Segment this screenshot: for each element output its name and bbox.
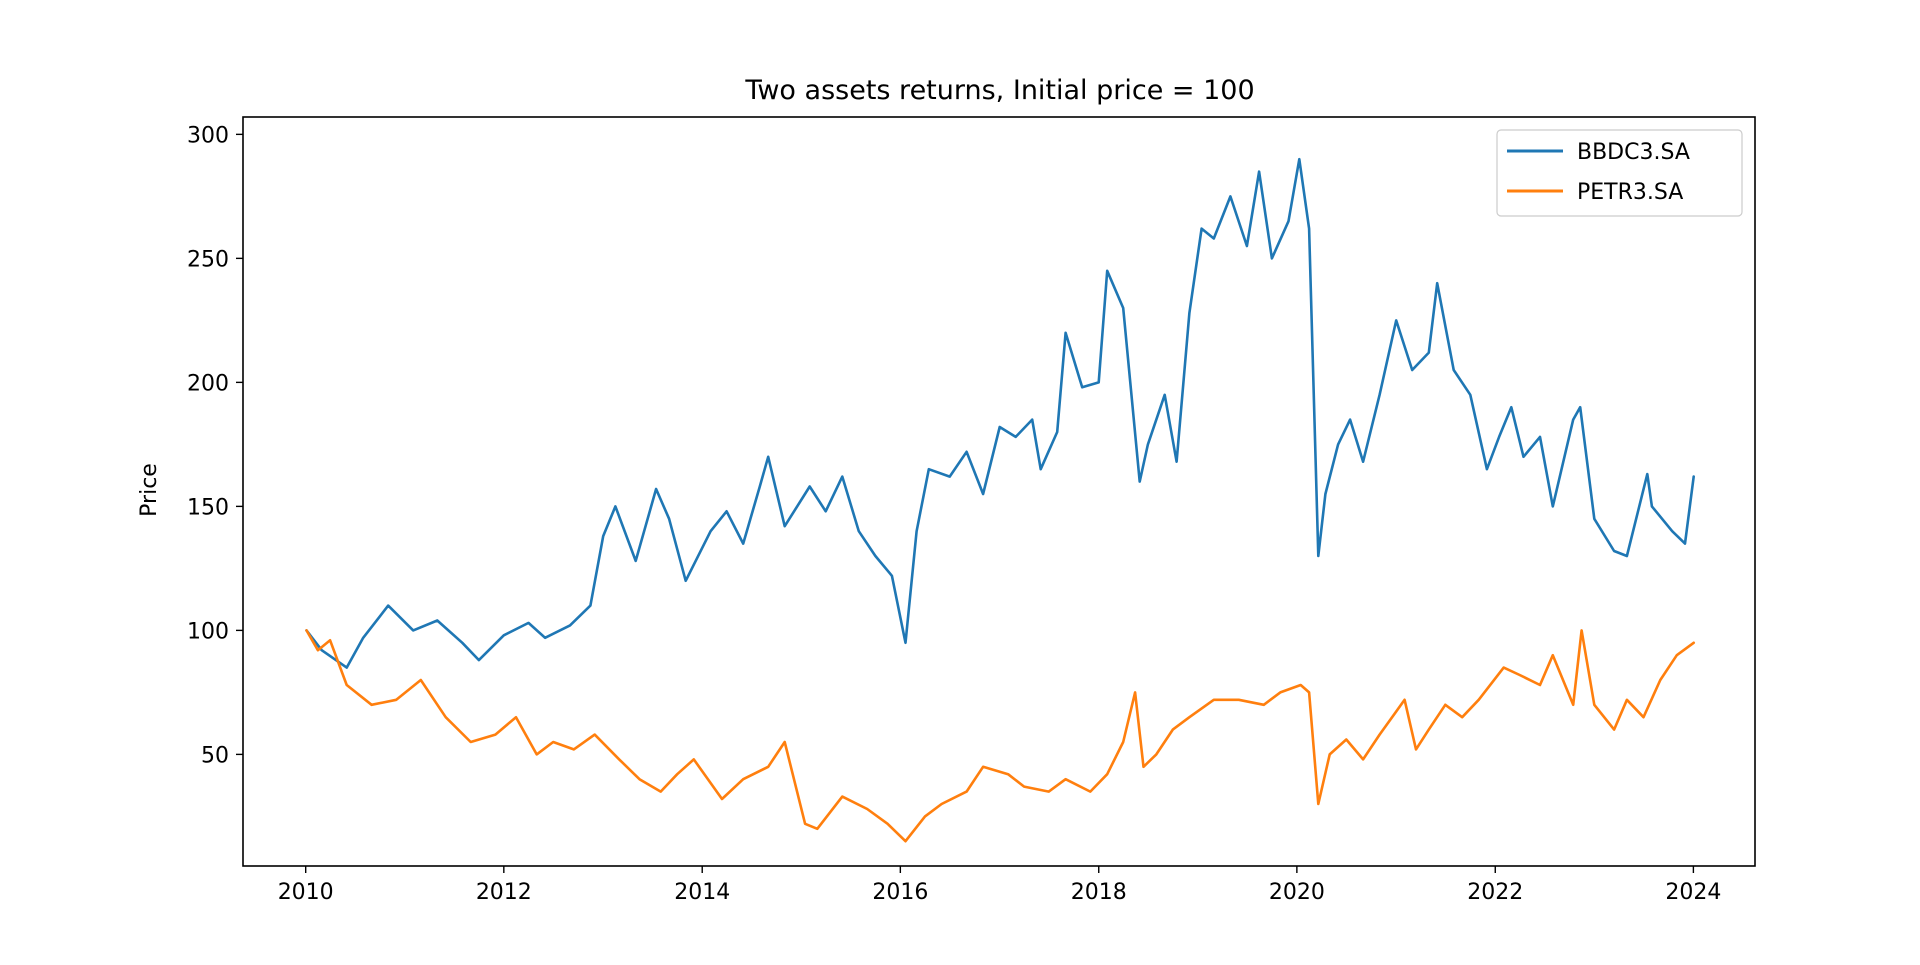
x-tick-label: 2016 <box>872 880 928 905</box>
x-tick-label: 2022 <box>1467 880 1523 905</box>
chart-title: Two assets returns, Initial price = 100 <box>744 75 1254 106</box>
x-tick-label: 2012 <box>476 880 532 905</box>
series-line-bbdc3-sa <box>305 157 1695 669</box>
y-tick-label: 50 <box>201 743 229 768</box>
x-tick-label: 2018 <box>1071 880 1127 905</box>
y-tick-label: 300 <box>187 123 229 148</box>
x-tick-label: 2010 <box>278 880 334 905</box>
plot-frame <box>242 116 1756 867</box>
legend-label: BBDC3.SA <box>1577 140 1690 165</box>
y-tick-label: 250 <box>187 247 229 272</box>
series-layer <box>305 157 1695 843</box>
x-tick-label: 2014 <box>674 880 730 905</box>
y-axis-label: Price <box>137 463 162 517</box>
y-tick-label: 150 <box>187 495 229 520</box>
series-line-petr3-sa <box>305 629 1695 843</box>
x-tick-label: 2020 <box>1269 880 1325 905</box>
x-tick-label: 2024 <box>1665 880 1721 905</box>
y-tick-label: 100 <box>187 619 229 644</box>
legend: BBDC3.SA PETR3.SA <box>1496 129 1743 217</box>
axes-layer: 2010 2012 2014 2016 2018 2020 2022 2024 50 100 150… <box>187 116 1756 905</box>
legend-label: PETR3.SA <box>1577 180 1683 205</box>
y-tick-label: 200 <box>187 371 229 396</box>
